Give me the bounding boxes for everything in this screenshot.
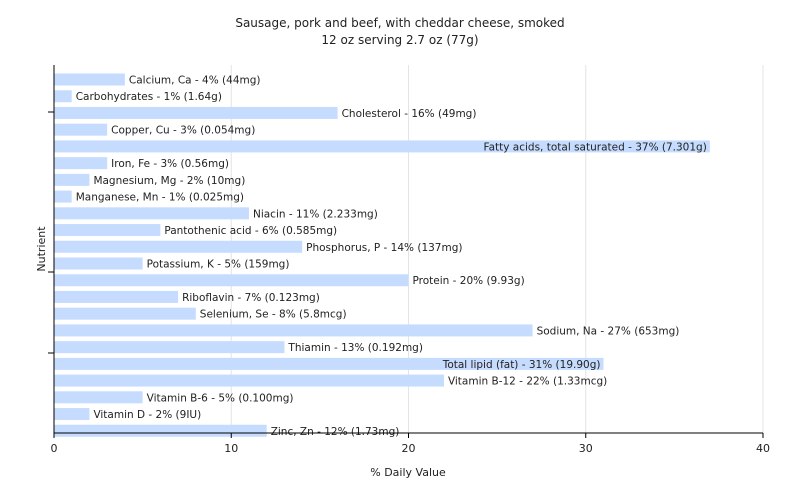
x-tick-label: 0 xyxy=(51,442,58,455)
bar-label: Total lipid (fat) - 31% (19.90g) xyxy=(442,359,601,371)
x-tick-labels: 0 10 20 30 40 xyxy=(51,433,770,455)
bar xyxy=(54,224,161,237)
bar-label: Thiamin - 13% (0.192mg) xyxy=(287,342,423,354)
bar-label: Calcium, Ca - 4% (44mg) xyxy=(129,75,261,87)
bar-label: Vitamin B-6 - 5% (0.100mg) xyxy=(147,392,294,404)
x-tick-label: 40 xyxy=(756,442,770,455)
bar-label: Cholesterol - 16% (49mg) xyxy=(342,108,477,120)
bar xyxy=(54,257,143,270)
bar xyxy=(54,324,533,337)
bar xyxy=(54,391,143,404)
bar-label: Riboflavin - 7% (0.123mg) xyxy=(182,292,320,304)
x-tick-label: 10 xyxy=(224,442,238,455)
bar xyxy=(54,90,72,103)
bar xyxy=(54,73,125,86)
bar xyxy=(54,173,90,186)
bar-label: Phosphorus, P - 14% (137mg) xyxy=(306,242,462,254)
bar-label: Magnesium, Mg - 2% (10mg) xyxy=(93,175,245,187)
bar-label: Carbohydrates - 1% (1.64g) xyxy=(76,91,222,103)
bar xyxy=(54,106,338,119)
bar-label: Pantothenic acid - 6% (0.585mg) xyxy=(164,225,337,237)
bar-label: Manganese, Mn - 1% (0.025mg) xyxy=(76,192,244,204)
bars: Calcium, Ca - 4% (44mg) Carbohydrates - 1… xyxy=(54,73,710,438)
bar-label: Fatty acids, total saturated - 37% (7.30… xyxy=(484,141,707,153)
bar xyxy=(54,307,196,320)
bar-label: Iron, Fe - 3% (0.56mg) xyxy=(111,158,229,170)
chart-subtitle: 12 oz serving 2.7 oz (77g) xyxy=(321,33,478,47)
bar-label: Vitamin D - 2% (9IU) xyxy=(93,409,201,421)
chart-title: Sausage, pork and beef, with cheddar che… xyxy=(235,16,564,30)
bar xyxy=(54,290,179,303)
bar xyxy=(54,207,249,220)
bar-label: Zinc, Zn - 12% (1.73mg) xyxy=(271,426,400,438)
y-axis-title: Nutrient xyxy=(35,226,48,272)
bar-label: Niacin - 11% (2.233mg) xyxy=(253,208,378,220)
bar xyxy=(54,240,303,253)
bar xyxy=(54,274,409,287)
bar-label: Vitamin B-12 - 22% (1.33mcg) xyxy=(448,376,607,388)
bar xyxy=(54,123,108,136)
bar-label: Potassium, K - 5% (159mg) xyxy=(147,259,290,271)
bar xyxy=(54,374,444,387)
bar xyxy=(54,341,285,354)
bar xyxy=(54,190,72,203)
bar-label: Selenium, Se - 8% (5.8mcg) xyxy=(200,309,347,321)
bar-label: Sodium, Na - 27% (653mg) xyxy=(537,325,680,337)
bar xyxy=(54,357,604,370)
x-axis-title: % Daily Value xyxy=(370,466,446,479)
bar xyxy=(54,424,267,437)
bar xyxy=(54,408,90,421)
bar xyxy=(54,140,710,153)
x-tick-label: 20 xyxy=(402,442,416,455)
bar-label: Copper, Cu - 3% (0.054mg) xyxy=(111,125,255,137)
bar xyxy=(54,157,108,170)
x-tick-label: 30 xyxy=(579,442,593,455)
bar-label: Protein - 20% (9.93g) xyxy=(413,275,525,287)
